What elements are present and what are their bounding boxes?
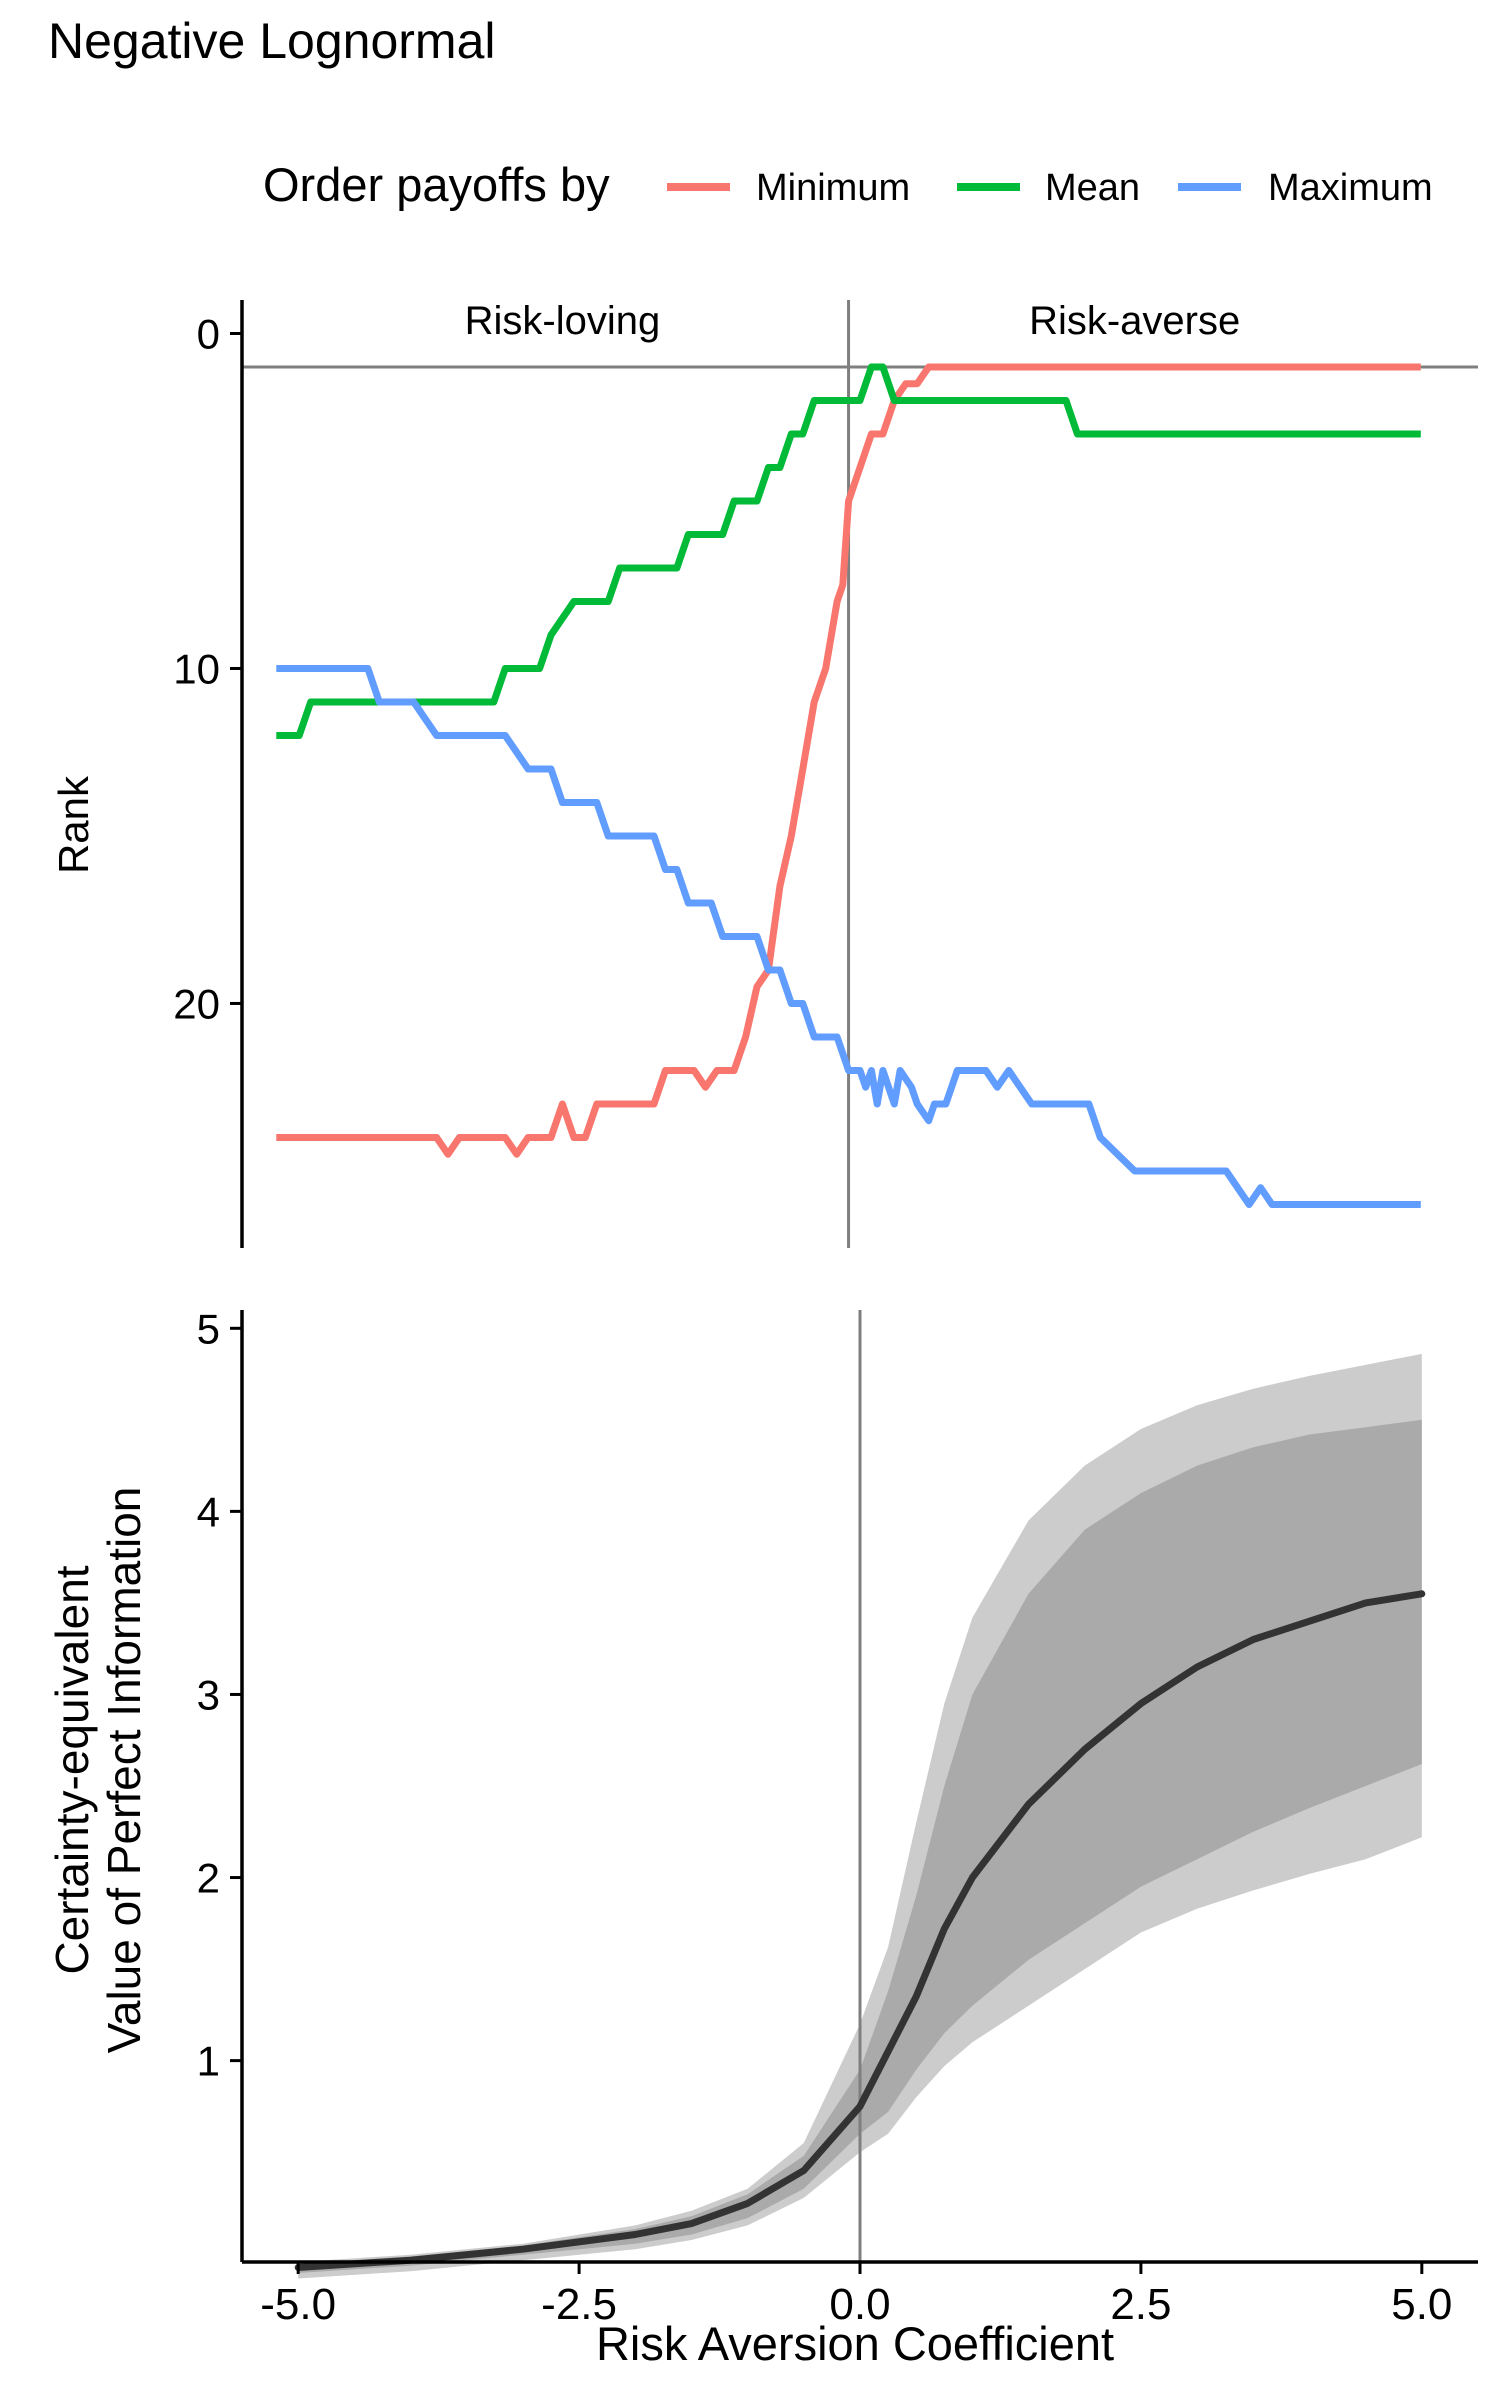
x-axis-title: Risk Aversion Coefficient (596, 2317, 1114, 2370)
x-tick-label: 0.0 (829, 2280, 890, 2329)
rank-annotation-risk-loving: Risk-loving (465, 299, 661, 343)
cevpi-y-tick-label: 5 (197, 1305, 220, 1352)
rank-annotation-risk-averse: Risk-averse (1029, 299, 1240, 343)
legend: Order payoffs by Minimum Mean Maximum (263, 158, 1433, 211)
rank-line-mean (276, 363, 1421, 739)
cevpi-panel: 1 2 3 4 5 -5.0 -2.5 0.0 2.5 5.0 (197, 1305, 1478, 2329)
rank-y-tick-label: 20 (173, 980, 220, 1027)
rank-line-maximum (276, 665, 1421, 1208)
cevpi-y-tick-label: 1 (197, 2038, 220, 2085)
rank-y-tick-label: 0 (197, 310, 220, 357)
bottom-y-axis-title-line-2: Value of Perfect Information (98, 1487, 150, 2054)
cevpi-y-tick-label: 4 (197, 1488, 220, 1535)
legend-entry-maximum: Maximum (1178, 167, 1433, 209)
cevpi-mean-line (294, 1590, 1426, 2271)
top-y-axis-title: Rank (50, 775, 97, 874)
x-tick-label: 5.0 (1391, 2280, 1452, 2329)
rank-line-minimum (276, 363, 1421, 1158)
x-tick-label: -5.0 (260, 2280, 336, 2329)
cevpi-y-tick-label: 2 (197, 1855, 220, 1902)
legend-label-maximum: Maximum (1268, 167, 1433, 209)
figure-title: Negative Lognormal (48, 13, 496, 69)
legend-entry-mean: Mean (957, 167, 1140, 209)
rank-y-tick-label: 10 (173, 645, 220, 692)
legend-entry-minimum: Minimum (667, 167, 910, 209)
legend-label-minimum: Minimum (756, 167, 910, 209)
legend-label-mean: Mean (1045, 167, 1140, 209)
x-tick-label: 2.5 (1110, 2280, 1171, 2329)
cevpi-inner-band (298, 1419, 1422, 2273)
x-tick-label: -2.5 (541, 2280, 617, 2329)
rank-panel: Risk-loving Risk-averse 0 10 20 (173, 299, 1478, 1248)
legend-title: Order payoffs by (263, 158, 610, 211)
bottom-y-axis-title-line-1: Certainty-equivalent (46, 1565, 98, 1974)
cevpi-y-tick-label: 3 (197, 1671, 220, 1718)
